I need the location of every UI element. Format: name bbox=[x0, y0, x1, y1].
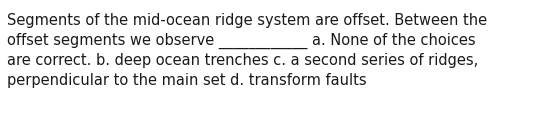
Text: Segments of the mid-ocean ridge system are offset. Between the
offset segments w: Segments of the mid-ocean ridge system a… bbox=[7, 13, 487, 88]
